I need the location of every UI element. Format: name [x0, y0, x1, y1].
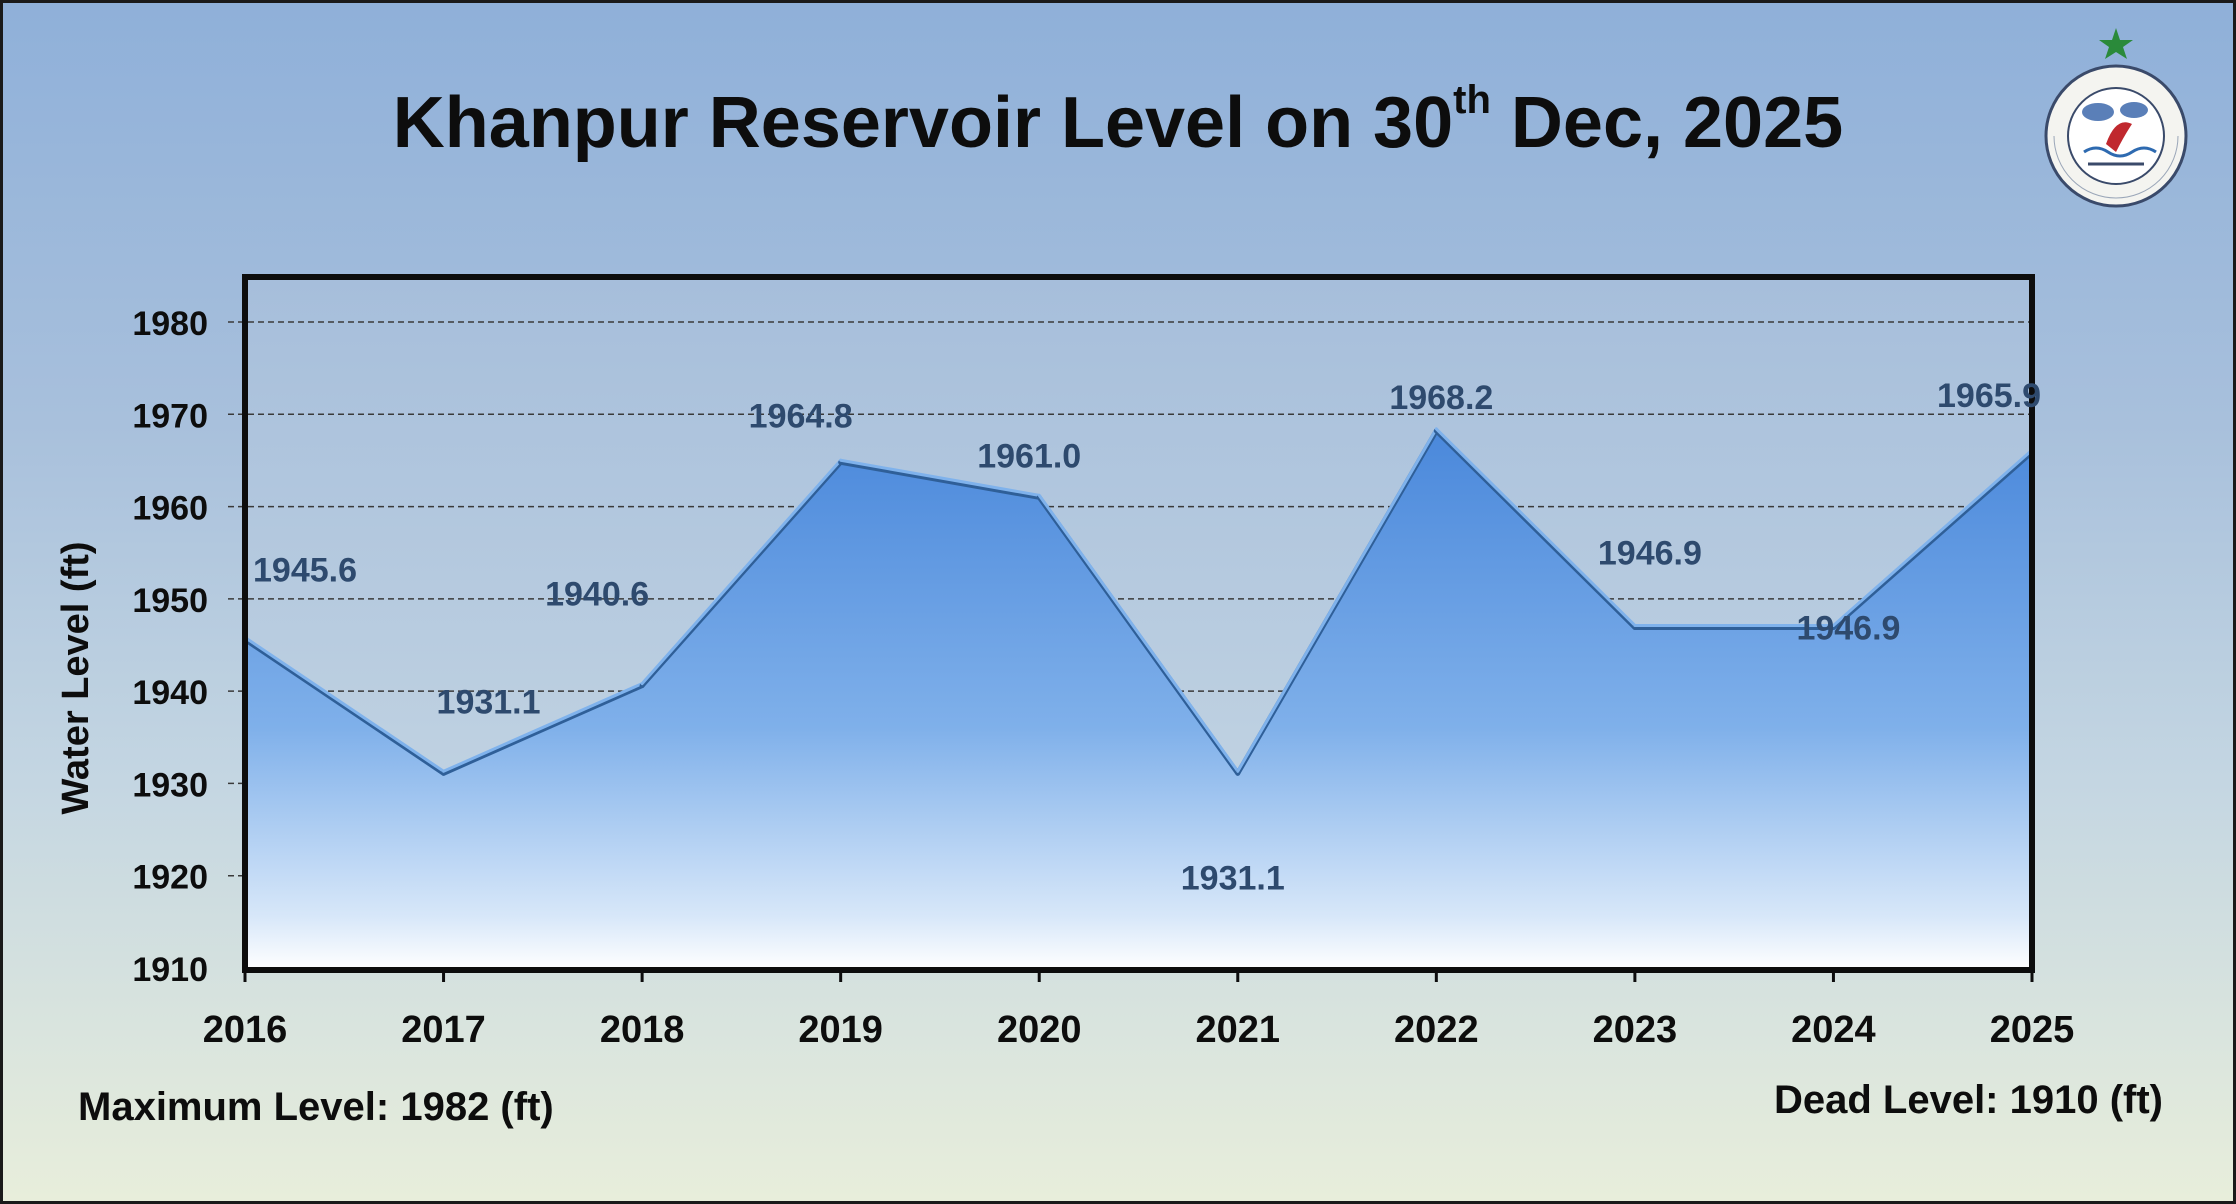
x-tick-label: 2025	[1990, 1009, 2075, 1051]
series-line	[1236, 427, 1438, 773]
x-tick-label: 2021	[1196, 1009, 1281, 1051]
data-label: 1968.2	[1389, 379, 1493, 417]
x-tick-label: 2019	[798, 1009, 883, 1051]
x-tick-label: 2023	[1593, 1009, 1678, 1051]
x-tick-label: 2016	[203, 1009, 288, 1051]
dead-level-note: Dead Level: 1910 (ft)	[1773, 1078, 2163, 1122]
series-line	[243, 635, 446, 773]
y-tick-label: 1980	[132, 305, 208, 343]
data-label: 1940.6	[545, 576, 649, 614]
data-label: 1961.0	[977, 437, 1081, 475]
y-tick-label: 1940	[132, 674, 208, 712]
area-fill	[245, 430, 2032, 970]
y-tick-label: 1910	[132, 951, 208, 989]
chart-title: Khanpur Reservoir Level on 30th Dec, 202…	[0, 78, 2236, 164]
data-label: 1965.9	[1937, 377, 2041, 415]
series-line	[1831, 448, 2034, 627]
title-main: Khanpur Reservoir Level on 30	[392, 83, 1454, 163]
x-tick-label: 2020	[997, 1009, 1082, 1051]
x-tick-label: 2022	[1394, 1009, 1479, 1051]
x-tick-label: 2024	[1791, 1009, 1876, 1051]
series-line	[640, 458, 843, 686]
y-tick-label: 1920	[132, 859, 208, 897]
series-line-shadow	[242, 636, 447, 776]
series-line	[1037, 493, 1240, 773]
pmd-emblem-icon	[2036, 24, 2196, 214]
data-label: 1946.9	[1598, 534, 1702, 572]
data-label: 1964.8	[749, 397, 853, 435]
series-line-shadow	[838, 459, 1042, 500]
title-superscript: th	[1453, 78, 1491, 122]
x-tick-label: 2018	[600, 1009, 685, 1051]
y-tick-label: 1960	[132, 490, 208, 528]
series-line	[1434, 427, 1637, 627]
series-line-shadow	[441, 683, 645, 776]
data-label: 1945.6	[253, 551, 357, 589]
y-tick-label: 1950	[132, 582, 208, 620]
data-label: 1931.1	[1181, 859, 1285, 897]
maximum-level-note: Maximum Level: 1982 (ft)	[78, 1085, 554, 1129]
series-line	[442, 682, 644, 773]
y-tick-label: 1930	[132, 766, 208, 804]
x-tick-label: 2017	[401, 1009, 486, 1051]
data-label: 1931.1	[437, 683, 541, 721]
y-tick-label: 1970	[132, 397, 208, 435]
data-label: 1946.9	[1796, 609, 1900, 647]
series-line	[839, 458, 1041, 497]
y-axis-title: Water Level (ft)	[55, 541, 97, 814]
title-rest: Dec, 2025	[1490, 83, 1844, 163]
